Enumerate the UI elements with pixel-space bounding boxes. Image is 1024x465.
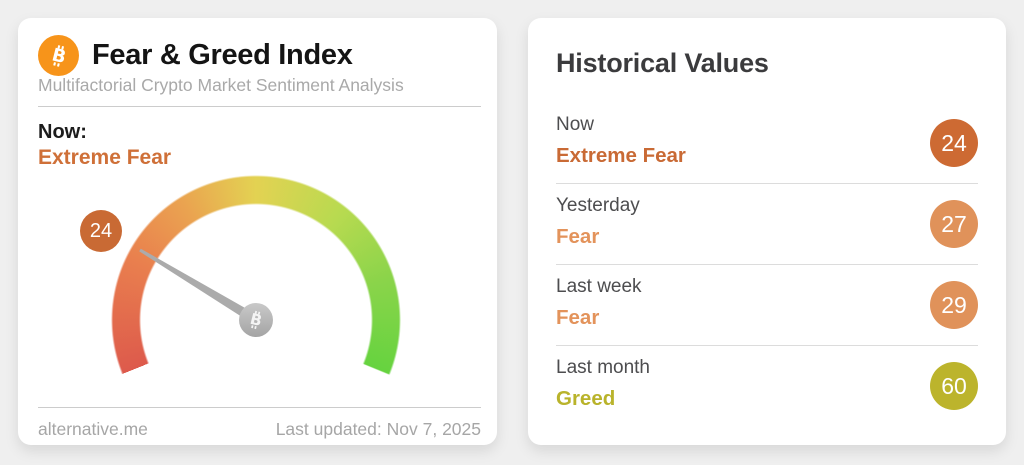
subtitle: Multifactorial Crypto Market Sentiment A…	[38, 75, 404, 95]
source-link[interactable]: alternative.me	[38, 419, 148, 439]
history-row-now: Now Extreme Fear 24	[556, 103, 978, 184]
divider	[38, 407, 481, 408]
gauge-needle-layer	[139, 248, 273, 337]
historical-values-card: Historical Values Now Extreme Fear 24 Ye…	[528, 18, 1006, 445]
divider	[38, 106, 481, 107]
row-score-badge: 60	[930, 362, 978, 410]
last-updated-text: Last updated: Nov 7, 2025	[275, 419, 481, 439]
historical-values-list: Now Extreme Fear 24 Yesterday Fear 27 La…	[556, 103, 978, 426]
row-classification: Greed	[556, 387, 616, 410]
row-score-badge: 27	[930, 200, 978, 248]
row-score-badge: 29	[930, 281, 978, 329]
row-classification: Extreme Fear	[556, 144, 686, 167]
bitcoin-icon	[38, 35, 79, 76]
row-classification: Fear	[556, 306, 600, 329]
card-footer: alternative.me Last updated: Nov 7, 2025	[38, 419, 481, 440]
card-header: Fear & Greed Index	[38, 35, 353, 76]
gauge-needle	[139, 248, 259, 325]
history-row-yesterday: Yesterday Fear 27	[556, 184, 978, 265]
now-classification: Extreme Fear	[38, 146, 172, 169]
gauge-value-badge: 24	[80, 210, 122, 252]
historical-values-title: Historical Values	[556, 48, 769, 78]
row-period-label: Last week	[556, 276, 642, 297]
bitcoin-b-glyph	[46, 43, 72, 69]
row-classification: Fear	[556, 225, 600, 248]
row-period-label: Now	[556, 114, 595, 135]
fear-greed-index-card: Fear & Greed Index Multifactorial Crypto…	[18, 18, 497, 465]
history-row-last-week: Last week Fear 29	[556, 265, 978, 346]
row-period-label: Last month	[556, 357, 650, 378]
row-period-label: Yesterday	[556, 195, 640, 216]
history-row-last-month: Last month Greed 60	[556, 346, 978, 426]
now-label: Now:	[38, 121, 87, 143]
page-title: Fear & Greed Index	[92, 39, 353, 71]
row-score-badge: 24	[930, 119, 978, 167]
